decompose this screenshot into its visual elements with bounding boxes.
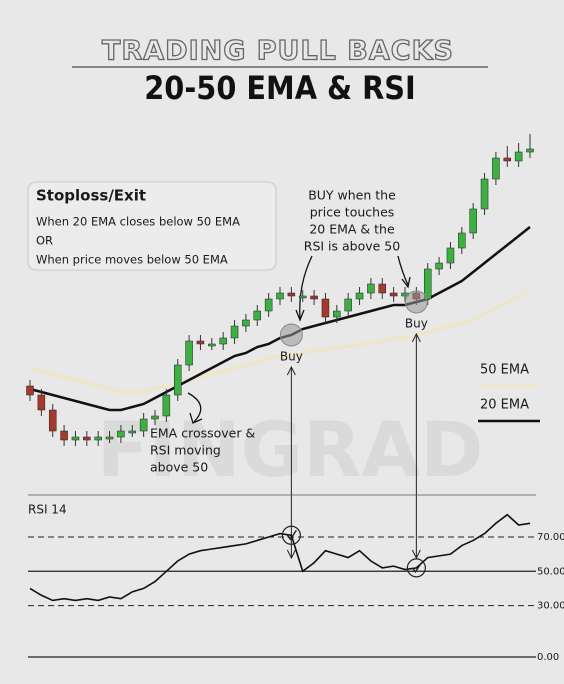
check-mark xyxy=(411,562,422,574)
candle-body xyxy=(514,151,523,162)
stoploss-line: When 20 EMA closes below 50 EMA xyxy=(36,215,240,229)
stoploss-line: OR xyxy=(36,234,53,248)
candle-body xyxy=(264,298,273,312)
candle-body xyxy=(162,394,171,417)
candle-body xyxy=(333,310,341,318)
legend-label: 20 EMA xyxy=(480,398,529,413)
arrow xyxy=(187,392,202,423)
candle-body xyxy=(83,436,91,441)
candle-body xyxy=(355,292,364,300)
candle-body xyxy=(48,409,57,432)
watermark: FINGRAD xyxy=(97,405,484,494)
candle-body xyxy=(37,394,46,411)
buy-label: Buy xyxy=(405,317,428,331)
candle-body xyxy=(219,337,227,345)
candle-body xyxy=(469,208,477,234)
check-mark xyxy=(286,529,297,541)
candle-body xyxy=(367,283,375,294)
candle-body xyxy=(253,310,262,321)
candle-body xyxy=(173,364,182,396)
ema-line xyxy=(29,288,531,394)
candle-body xyxy=(208,343,216,347)
candle-body xyxy=(196,340,205,345)
candle-body xyxy=(526,148,534,153)
candle-body xyxy=(310,295,318,300)
buy-note: BUY when the xyxy=(308,188,396,203)
candle-body xyxy=(287,292,296,297)
arrow-head xyxy=(189,412,203,424)
candle-body xyxy=(105,436,114,440)
candle-body xyxy=(71,436,80,441)
candle-body xyxy=(60,430,68,441)
title: TRADING PULL BACKS xyxy=(102,36,454,67)
buy-label: Buy xyxy=(280,350,303,364)
buy-marker xyxy=(404,290,428,314)
candle-body xyxy=(480,178,489,210)
crossover-note: above 50 xyxy=(150,460,208,475)
arrow-head xyxy=(401,276,411,289)
panel-title: RSI 14 xyxy=(28,503,67,517)
arrow xyxy=(299,255,313,319)
candle-body xyxy=(276,292,284,300)
candle-body xyxy=(503,157,512,162)
candle-body xyxy=(94,436,102,441)
buy-note: RSI is above 50 xyxy=(304,239,400,254)
y-tick-label: 50.00 xyxy=(537,566,564,577)
candle-body xyxy=(230,325,239,339)
candle-body xyxy=(389,292,398,297)
ema-line xyxy=(29,226,531,412)
candle-body xyxy=(446,247,455,264)
candle-body xyxy=(117,430,125,438)
candle-body xyxy=(242,319,250,327)
candle-body xyxy=(151,415,159,420)
link-arrow xyxy=(286,365,296,560)
stoploss-title: Stoploss/Exit xyxy=(36,187,146,205)
check-marker xyxy=(281,525,301,545)
buy-note: price touches xyxy=(310,205,395,220)
candle-body xyxy=(492,157,500,180)
subtitle: 20-50 EMA & RSI xyxy=(144,69,415,107)
candle-body xyxy=(128,430,137,434)
check-marker xyxy=(406,558,426,578)
candle-body xyxy=(298,295,307,299)
stoploss-box xyxy=(27,181,277,271)
legend-label: 50 EMA xyxy=(480,363,529,378)
candle-body xyxy=(139,418,148,432)
buy-note: 20 EMA & the xyxy=(309,222,395,237)
candle-body xyxy=(378,283,387,294)
link-arrow xyxy=(411,332,421,560)
candle-body xyxy=(321,298,330,318)
arrow-head xyxy=(295,309,305,322)
candle-body xyxy=(423,268,432,300)
stoploss-line: When price moves below 50 EMA xyxy=(36,253,228,267)
candle-body xyxy=(344,298,352,312)
candle-body xyxy=(26,385,34,396)
crossover-note: EMA crossover & xyxy=(150,426,255,441)
candle-body xyxy=(185,340,193,366)
crossover-note: RSI moving xyxy=(150,443,221,458)
y-tick-label: 70.00 xyxy=(537,532,564,543)
arrow xyxy=(397,255,409,286)
y-tick-label: 30.00 xyxy=(537,601,564,612)
buy-marker xyxy=(279,323,303,347)
candle-body xyxy=(435,262,443,270)
rsi-line xyxy=(29,513,531,602)
y-tick-label: 0.00 xyxy=(537,652,559,663)
candle-body xyxy=(458,232,466,249)
